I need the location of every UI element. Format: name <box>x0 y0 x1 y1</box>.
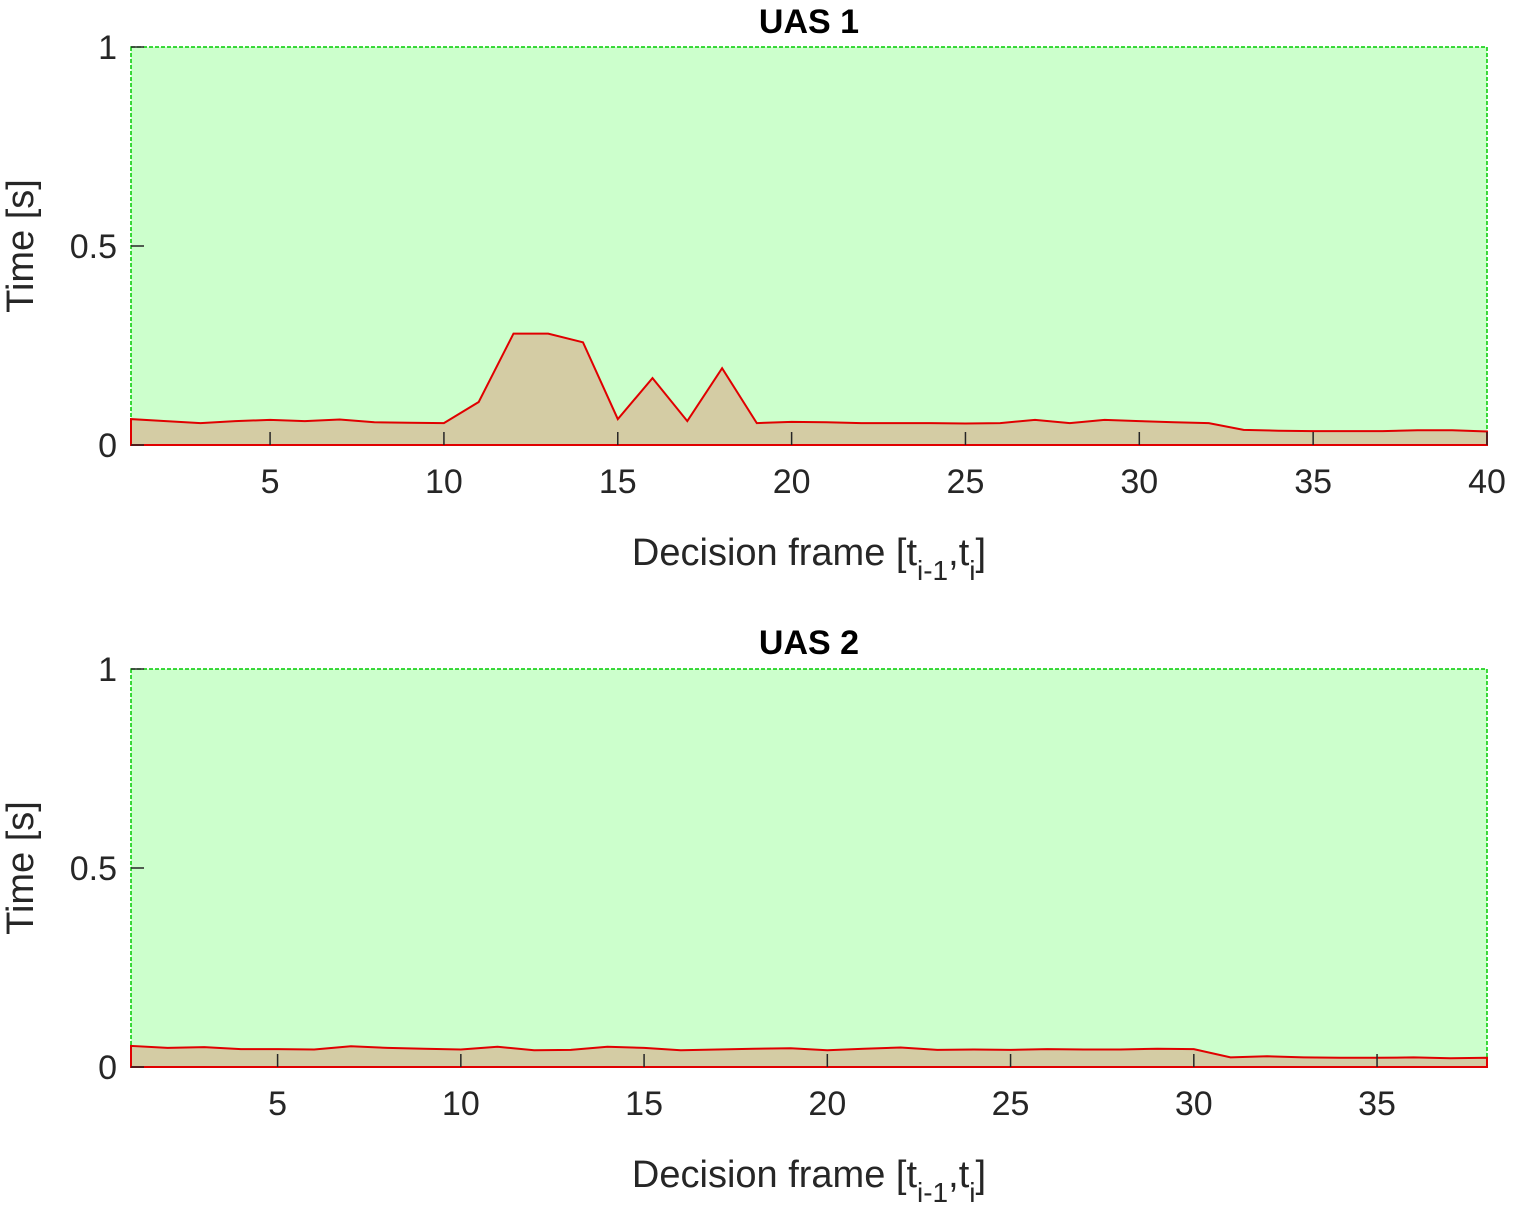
x-axis-label-main: Decision frame [t <box>632 1154 918 1196</box>
x-axis-label-sub1: i-1 <box>917 555 948 586</box>
x-axis-label: Decision frame [ti-1,ti] <box>632 532 986 586</box>
x-axis-label-sep: ,t <box>948 532 970 574</box>
subplot-uas-1: 5 10 15 20 25 30 35 40 00.51 UAS 1 Time [s] Dec… <box>0 3 1506 586</box>
x-tick-label: 40 <box>1468 463 1506 501</box>
x-tick-label: 35 <box>1294 463 1332 501</box>
allowed-time-region <box>130 46 1488 446</box>
x-tick-label: 15 <box>625 1085 663 1123</box>
y-tick-label: 0 <box>98 1049 117 1087</box>
x-tick-label: 15 <box>599 463 637 501</box>
x-axis-label-sep: ,t <box>948 1154 970 1196</box>
x-tick-label: 20 <box>773 463 811 501</box>
y-ticks: 00.51 <box>70 29 144 465</box>
x-tick-label: 10 <box>425 463 463 501</box>
x-axis-label-sub2: i <box>969 555 975 586</box>
y-axis-label: Time [s] <box>0 179 42 313</box>
y-tick-label: 0 <box>98 427 117 465</box>
y-axis-label: Time [s] <box>0 801 42 935</box>
plot-area <box>130 332 1488 446</box>
x-tick-label: 5 <box>261 463 280 501</box>
computation-time-area <box>130 1044 1488 1068</box>
y-tick-label: 1 <box>98 29 117 67</box>
chart-title: UAS 2 <box>759 624 859 662</box>
x-ticks: 5 10 15 20 25 30 35 <box>268 1054 1396 1123</box>
x-tick-label: 30 <box>1175 1085 1213 1123</box>
x-axis-label-end: ] <box>976 532 987 574</box>
x-axis-label-end: ] <box>976 1154 987 1196</box>
x-axis-label-main: Decision frame [t <box>632 532 918 574</box>
y-tick-label: 0.5 <box>70 228 117 266</box>
x-axis-label-sub2: i <box>969 1177 975 1208</box>
chart-title: UAS 1 <box>759 3 859 41</box>
x-axis-label: Decision frame [ti-1,ti] <box>632 1154 986 1208</box>
x-tick-label: 25 <box>947 463 985 501</box>
x-tick-label: 5 <box>268 1085 287 1123</box>
x-tick-label: 30 <box>1120 463 1158 501</box>
x-tick-label: 35 <box>1358 1085 1396 1123</box>
computation-time-area <box>130 332 1488 446</box>
y-ticks: 00.51 <box>70 651 144 1087</box>
subplot-uas-2: 5 10 15 20 25 30 35 00.51 UAS 2 Time [s] Decis… <box>0 624 1488 1208</box>
x-tick-label: 10 <box>442 1085 480 1123</box>
x-tick-label: 25 <box>992 1085 1030 1123</box>
allowed-time-region <box>130 668 1488 1068</box>
x-ticks: 5 10 15 20 25 30 35 40 <box>261 432 1506 501</box>
x-axis-label-sub1: i-1 <box>917 1177 948 1208</box>
plot-area <box>130 1044 1488 1068</box>
y-tick-label: 0.5 <box>70 850 117 888</box>
x-tick-label: 20 <box>808 1085 846 1123</box>
y-tick-label: 1 <box>98 651 117 689</box>
